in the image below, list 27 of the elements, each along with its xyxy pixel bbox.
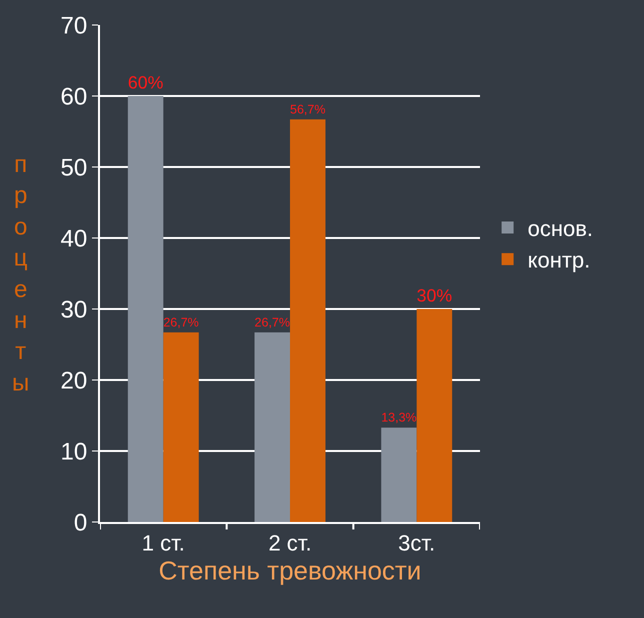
bar: [381, 428, 417, 522]
bar: [163, 332, 199, 522]
x-axis-title: Степень тревожности: [158, 555, 422, 586]
data-label: 26,7%: [254, 315, 290, 330]
x-tick-label: 3ст.: [398, 530, 436, 556]
y-tick-label: 30: [60, 296, 88, 324]
y-tick-label: 20: [60, 367, 88, 394]
bar: [290, 119, 326, 522]
bar: [254, 332, 290, 522]
x-tick-label: 1 ст.: [142, 530, 185, 556]
data-label: 60%: [128, 72, 164, 93]
bar: [128, 96, 164, 522]
data-label: 56,7%: [290, 102, 326, 116]
legend-label: контр.: [528, 248, 590, 273]
y-tick-label: 50: [60, 154, 88, 182]
data-label: 30%: [416, 286, 452, 306]
y-tick-label: 60: [60, 83, 88, 110]
data-label: 26,7%: [163, 315, 199, 330]
y-axis-title: проценты: [12, 151, 30, 396]
y-tick-label: 70: [60, 12, 88, 40]
x-tick-label: 2 ст.: [268, 530, 312, 556]
data-label: 13,3%: [381, 410, 417, 424]
bar: [416, 309, 452, 522]
y-tick-label: 0: [74, 509, 88, 536]
y-tick-label: 40: [60, 225, 88, 252]
legend-label: основ.: [528, 216, 594, 242]
y-tick-label: 10: [60, 438, 88, 466]
